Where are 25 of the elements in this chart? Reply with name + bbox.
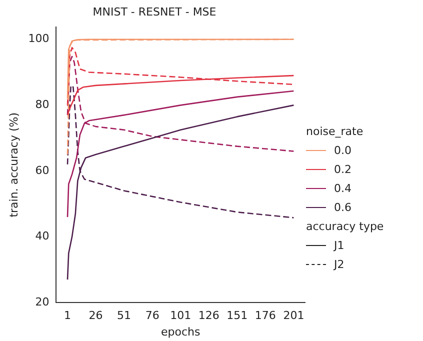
legend-label: 0.4 [334, 181, 352, 197]
x-axis-title: epochs [160, 325, 200, 338]
legend-title: noise_rate [306, 124, 364, 140]
x-tick-label: 126 [198, 309, 220, 322]
y-tick-label: 20 [35, 295, 50, 308]
x-tick-label: 76 [145, 309, 160, 322]
text: J2 [334, 257, 344, 273]
legend-label: 0.6 [334, 200, 352, 216]
y-tick-label: 40 [35, 230, 50, 243]
text: J1 [334, 238, 344, 254]
text: accuracy type [306, 219, 384, 235]
chart-title: MNIST - RESNET - MSE [92, 5, 216, 18]
y-tick-label: 60 [35, 164, 50, 177]
x-tick-label: 26 [88, 309, 103, 322]
x-tick-label: 101 [170, 309, 192, 322]
x-tick-label: 51 [117, 309, 132, 322]
legend-label: 0.2 [334, 162, 352, 178]
y-axis-title: train. accuracy (%) [7, 112, 20, 218]
legend-label: 0.0 [334, 143, 352, 159]
x-tick-label: 1 [64, 309, 72, 322]
y-tick-label: 80 [35, 98, 50, 112]
y-tick-label: 100 [28, 32, 50, 46]
x-tick-label: 201 [283, 309, 304, 322]
x-tick-label: 176 [254, 309, 276, 322]
x-tick-label: 151 [226, 309, 248, 322]
